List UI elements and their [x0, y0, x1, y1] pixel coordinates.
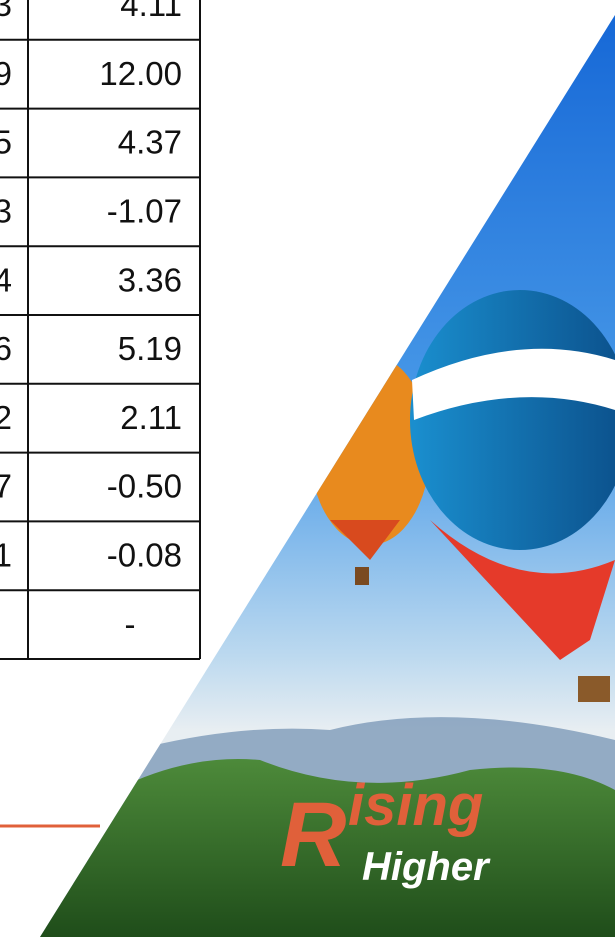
table-cell: 4.11 [120, 0, 182, 23]
table-cell: 7 [0, 468, 12, 505]
table-cell: 3.36 [118, 261, 182, 298]
table-cell: 5 [0, 124, 12, 161]
table-cell: 3 [0, 0, 12, 23]
table-cell: 3 [0, 193, 12, 230]
logo-initial: R [280, 784, 346, 886]
table-cell: 4.37 [118, 124, 182, 161]
table-cell: -0.08 [107, 537, 182, 574]
table-cell: -1.07 [107, 193, 182, 230]
table-cell: -0.50 [107, 468, 182, 505]
table-cell: 2.11 [120, 399, 182, 436]
table-cell: - [125, 605, 136, 642]
table-cell: 4 [0, 261, 12, 298]
page: 3 4.11 9 12.00 5 4.37 3 -1.07 4 3.36 6 5.19 2 2.11 7 -0… [0, 0, 615, 937]
table-cell: 2 [0, 399, 12, 436]
table-cell: 5.19 [118, 330, 182, 367]
table: 3 4.11 9 12.00 5 4.37 3 -1.07 4 3.36 6 5.19 2 2.11 7 -0… [0, 0, 200, 659]
table-cell: 1 [0, 537, 12, 574]
logo-tagline: Higher [362, 845, 491, 889]
table-cell: 12.00 [99, 55, 182, 92]
table-cell: 6 [0, 330, 12, 367]
table-cell: 9 [0, 55, 12, 92]
logo-word: ising [348, 773, 483, 838]
